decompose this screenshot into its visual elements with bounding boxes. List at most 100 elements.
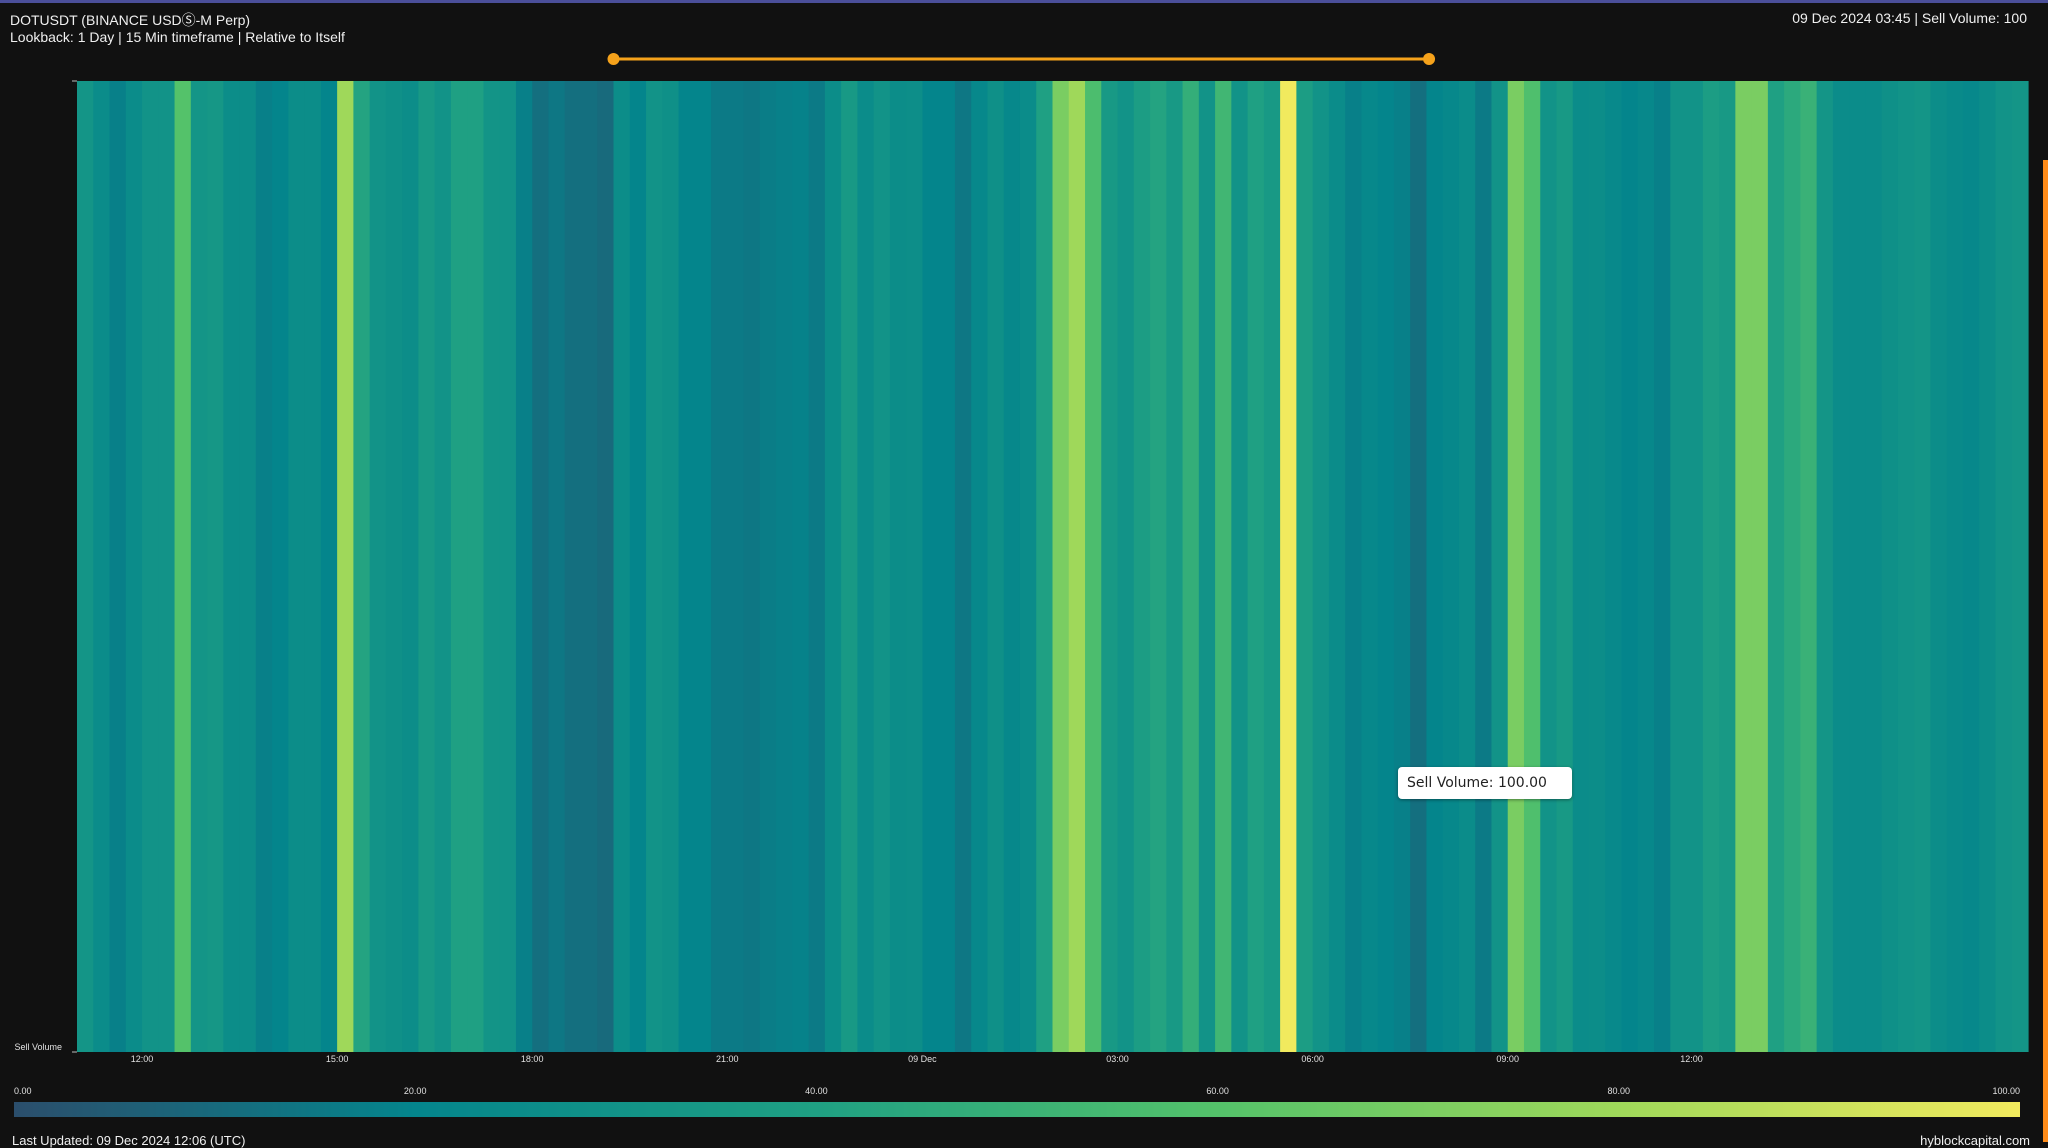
heatmap-cell[interactable]	[337, 81, 354, 1052]
heatmap-cell[interactable]	[1182, 81, 1200, 1052]
heatmap-cell[interactable]	[1052, 81, 1070, 1052]
heatmap-cell[interactable]	[1800, 81, 1818, 1052]
heatmap-cell[interactable]	[938, 81, 956, 1052]
heatmap-cell[interactable]	[402, 81, 420, 1052]
heatmap-cell[interactable]	[824, 81, 842, 1052]
heatmap-cell[interactable]	[597, 81, 615, 1052]
heatmap-cell[interactable]	[304, 81, 322, 1052]
heatmap-cell[interactable]	[1085, 81, 1102, 1052]
heatmap-cell[interactable]	[1930, 81, 1948, 1052]
heatmap-cell[interactable]	[1523, 81, 1541, 1052]
heatmap-cell[interactable]	[1426, 81, 1444, 1052]
heatmap-cell[interactable]	[385, 81, 403, 1052]
range-slider-start-handle[interactable]	[607, 53, 620, 65]
heatmap-cell[interactable]	[1605, 81, 1623, 1052]
heatmap-cell[interactable]	[1507, 81, 1525, 1052]
heatmap-cell[interactable]	[1540, 81, 1558, 1052]
heatmap-cell[interactable]	[776, 81, 793, 1052]
heatmap-cell[interactable]	[1767, 81, 1785, 1052]
heatmap-cell[interactable]	[564, 81, 582, 1052]
heatmap-cell[interactable]	[450, 81, 468, 1052]
heatmap-cell[interactable]	[857, 81, 875, 1052]
heatmap-cell[interactable]	[1849, 81, 1867, 1052]
heatmap-cell[interactable]	[662, 81, 680, 1052]
heatmap-cell[interactable]	[93, 81, 111, 1052]
heatmap-cell[interactable]	[174, 81, 192, 1052]
heatmap-cell[interactable]	[1442, 81, 1460, 1052]
heatmap-cell[interactable]	[971, 81, 989, 1052]
heatmap-cell[interactable]	[808, 81, 826, 1052]
heatmap-cell[interactable]	[1296, 81, 1314, 1052]
heatmap-cell[interactable]	[1572, 81, 1590, 1052]
heatmap-cell[interactable]	[1198, 81, 1216, 1052]
heatmap-cell[interactable]	[711, 81, 728, 1052]
heatmap-cell[interactable]	[369, 81, 387, 1052]
heatmap-cell[interactable]	[288, 81, 306, 1052]
heatmap-cell[interactable]	[1784, 81, 1801, 1052]
heatmap-cell[interactable]	[1312, 81, 1330, 1052]
heatmap-cell[interactable]	[1231, 81, 1249, 1052]
heatmap-cell[interactable]	[1101, 81, 1119, 1052]
heatmap-cell[interactable]	[678, 81, 696, 1052]
heatmap-cell[interactable]	[922, 81, 940, 1052]
heatmap-cell[interactable]	[1458, 81, 1476, 1052]
heatmap-cell[interactable]	[142, 81, 159, 1052]
heatmap-cell[interactable]	[1068, 81, 1086, 1052]
heatmap-cell[interactable]	[1003, 81, 1021, 1052]
heatmap-cell[interactable]	[532, 81, 550, 1052]
heatmap-cell[interactable]	[1670, 81, 1688, 1052]
heatmap-cell[interactable]	[1589, 81, 1606, 1052]
heatmap-cell[interactable]	[1410, 81, 1428, 1052]
heatmap-cell[interactable]	[1654, 81, 1671, 1052]
heatmap-cell[interactable]	[272, 81, 289, 1052]
heatmap-cell[interactable]	[239, 81, 257, 1052]
heatmap-cell[interactable]	[1166, 81, 1184, 1052]
heatmap-cell[interactable]	[759, 81, 777, 1052]
heatmap-cell[interactable]	[841, 81, 858, 1052]
heatmap-cell[interactable]	[1914, 81, 1932, 1052]
heatmap-cell[interactable]	[548, 81, 566, 1052]
heatmap-cell[interactable]	[1475, 81, 1493, 1052]
heatmap-cell[interactable]	[1962, 81, 1980, 1052]
heatmap-cell[interactable]	[434, 81, 452, 1052]
heatmap-cell[interactable]	[581, 81, 598, 1052]
heatmap-cell[interactable]	[158, 81, 176, 1052]
heatmap-cell[interactable]	[1019, 81, 1037, 1052]
heatmap-cell[interactable]	[1735, 81, 1753, 1052]
heatmap-cell[interactable]	[499, 81, 517, 1052]
heatmap-cell[interactable]	[1881, 81, 1899, 1052]
heatmap-cell[interactable]	[1117, 81, 1135, 1052]
heatmap-cell[interactable]	[515, 81, 533, 1052]
heatmap-cell[interactable]	[1686, 81, 1704, 1052]
heatmap-cell[interactable]	[483, 81, 501, 1052]
heatmap-cell[interactable]	[418, 81, 436, 1052]
heatmap-cell[interactable]	[1280, 81, 1297, 1052]
heatmap-cell[interactable]	[353, 81, 371, 1052]
heatmap-cell[interactable]	[109, 81, 127, 1052]
heatmap-cell[interactable]	[1393, 81, 1411, 1052]
heatmap-cell[interactable]	[1361, 81, 1379, 1052]
heatmap-cell[interactable]	[1995, 81, 2013, 1052]
heatmap-cell[interactable]	[1556, 81, 1574, 1052]
heatmap-cell[interactable]	[1377, 81, 1395, 1052]
heatmap-cell[interactable]	[1150, 81, 1167, 1052]
heatmap-cell[interactable]	[987, 81, 1005, 1052]
heatmap-cell[interactable]	[1816, 81, 1834, 1052]
heatmap-cell[interactable]	[190, 81, 208, 1052]
heatmap-cell[interactable]	[727, 81, 745, 1052]
heatmap-cell[interactable]	[743, 81, 761, 1052]
heatmap-cell[interactable]	[1979, 81, 1997, 1052]
heatmap-cell[interactable]	[694, 81, 712, 1052]
heatmap-cell[interactable]	[1946, 81, 1964, 1052]
heatmap-cell[interactable]	[873, 81, 891, 1052]
heatmap-cell[interactable]	[1897, 81, 1915, 1052]
heatmap-cell[interactable]	[1247, 81, 1265, 1052]
heatmap-cell[interactable]	[467, 81, 485, 1052]
heatmap-cell[interactable]	[1133, 81, 1151, 1052]
heatmap-cell[interactable]	[1345, 81, 1363, 1052]
heatmap-cell[interactable]	[629, 81, 647, 1052]
heatmap-cell[interactable]	[1865, 81, 1883, 1052]
heatmap-cell[interactable]	[320, 81, 338, 1052]
heatmap-cell[interactable]	[646, 81, 663, 1052]
